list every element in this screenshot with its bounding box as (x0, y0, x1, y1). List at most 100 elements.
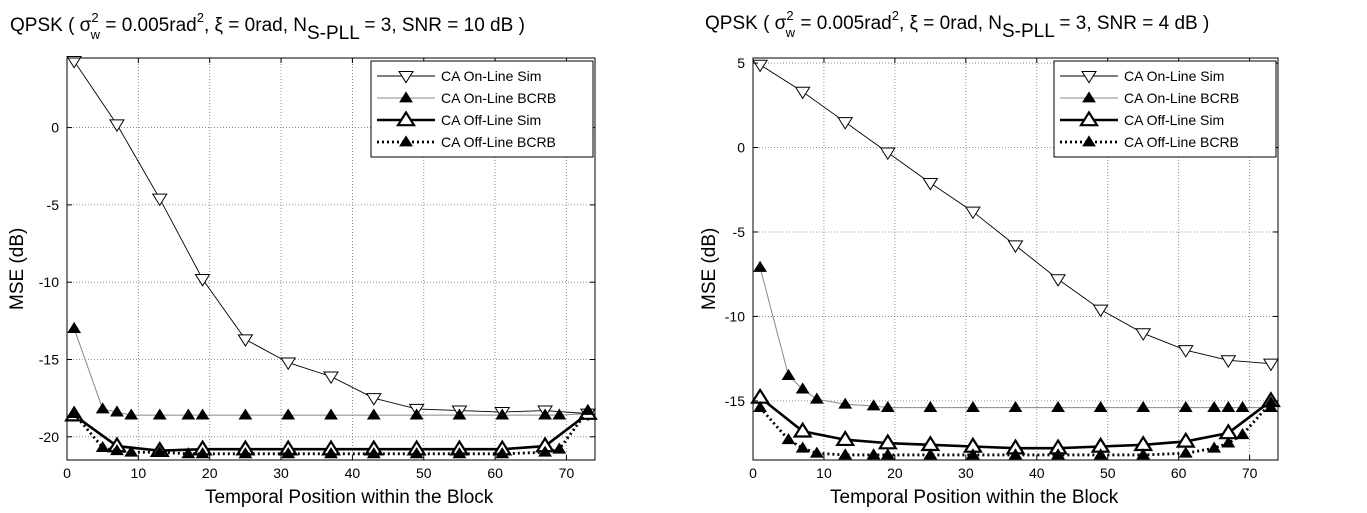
data-point-ca-on-line-bcrb (781, 368, 796, 380)
y-tick-label: 0 (737, 140, 745, 156)
series-ca-off-line-bcrb (67, 403, 595, 459)
data-point-ca-off-line-bcrb (838, 448, 853, 460)
data-point-ca-off-line-sim (792, 421, 813, 438)
y-tick-label: -15 (39, 352, 59, 368)
y-tick-label: -10 (39, 274, 59, 290)
data-point-ca-on-line-bcrb (152, 408, 167, 420)
data-point-ca-off-line-bcrb (409, 447, 424, 459)
legend-marker-ca-on-line-sim (398, 70, 414, 84)
y-tick-label: -5 (47, 197, 60, 213)
series-ca-on-line-bcrb (67, 321, 595, 420)
data-point-ca-on-line-bcrb (366, 408, 381, 420)
data-point-ca-off-line-bcrb (795, 441, 810, 453)
data-point-ca-on-line-bcrb (795, 382, 810, 394)
data-point-ca-on-line-bcrb (1207, 400, 1222, 413)
x-tick-label: 50 (416, 465, 432, 481)
data-point-ca-on-line-sim (879, 147, 896, 161)
data-point-ca-on-line-sim (280, 357, 297, 371)
data-point-ca-on-line-bcrb (1178, 400, 1193, 413)
y-tick-label: -10 (725, 308, 745, 324)
data-point-ca-off-line-bcrb (152, 445, 167, 457)
data-point-ca-off-line-bcrb (1051, 448, 1065, 460)
data-point-ca-off-line-bcrb (552, 442, 567, 454)
legend-label-ca-off-line-bcrb: CA Off-Line BCRB (441, 134, 556, 150)
legend-label-ca-off-line-sim: CA Off-Line Sim (1124, 112, 1224, 128)
data-point-ca-on-line-bcrb (324, 408, 338, 420)
data-point-ca-off-line-bcrb (110, 444, 124, 456)
data-point-ca-on-line-sim (922, 177, 939, 191)
data-point-ca-on-line-sim (837, 117, 854, 130)
data-point-ca-on-line-sim (965, 206, 981, 220)
x-tick-label: 10 (131, 465, 147, 481)
legend-marker-ca-off-line-bcrb (399, 135, 413, 147)
y-tick-label: 0 (51, 120, 59, 136)
x-axis-label: Temporal Position within the Block (205, 487, 494, 508)
data-point-ca-on-line-bcrb (538, 408, 552, 420)
data-point-ca-on-line-sim (109, 119, 125, 133)
legend-label-ca-on-line-bcrb: CA On-Line BCRB (1124, 90, 1239, 106)
data-point-ca-on-line-sim (1177, 345, 1194, 358)
data-point-ca-off-line-sim (835, 430, 856, 447)
data-point-ca-on-line-bcrb (1051, 400, 1065, 413)
legend-marker-ca-off-line-sim (396, 110, 416, 127)
x-tick-label: 0 (749, 465, 757, 481)
legend-marker-ca-on-line-bcrb (1082, 91, 1096, 103)
plot-frame (66, 57, 596, 461)
data-point-ca-off-line-bcrb (324, 447, 338, 459)
y-tick-label: -20 (39, 429, 59, 445)
data-point-ca-off-line-bcrb (923, 448, 938, 460)
y-tick-label: 5 (737, 55, 745, 71)
legend-label-ca-off-line-sim: CA Off-Line Sim (441, 112, 541, 128)
data-point-ca-off-line-bcrb (238, 447, 253, 459)
data-point-ca-on-line-sim (1263, 358, 1279, 372)
series-ca-off-line-sim (750, 387, 1281, 455)
data-point-ca-off-line-bcrb (366, 447, 381, 459)
data-point-ca-off-line-bcrb (781, 433, 796, 445)
data-point-ca-on-line-sim (1007, 240, 1024, 254)
data-point-ca-on-line-bcrb (281, 408, 296, 420)
data-point-ca-on-line-bcrb (181, 408, 196, 420)
data-point-ca-on-line-bcrb (452, 408, 467, 420)
y-axis-label: MSE (dB) (699, 228, 720, 310)
data-point-ca-off-line-bcrb (1207, 441, 1222, 453)
x-tick-label: 50 (1100, 465, 1116, 481)
legend-label-ca-off-line-bcrb: CA Off-Line BCRB (1124, 134, 1239, 150)
x-tick-label: 60 (1171, 465, 1187, 481)
data-point-ca-on-line-sim (151, 193, 168, 207)
legend: CA On-Line Sim CA On-Line BCRB CA Off-Line… (1053, 60, 1277, 158)
x-axis-label: Temporal Position within the Block (830, 487, 1119, 508)
y-tick-label: -5 (733, 224, 746, 240)
data-point-ca-on-line-bcrb (495, 408, 510, 420)
data-point-ca-on-line-sim (1220, 355, 1237, 368)
x-tick-label: 30 (273, 465, 289, 481)
data-point-ca-on-line-sim (237, 334, 254, 347)
x-tick-label: 0 (63, 465, 71, 481)
data-point-ca-off-line-bcrb (1235, 428, 1250, 440)
x-tick-label: 20 (202, 465, 218, 481)
legend-marker-ca-on-line-sim (1081, 70, 1097, 84)
data-point-ca-off-line-bcrb (195, 447, 210, 459)
data-point-ca-on-line-sim (1135, 328, 1152, 341)
data-point-ca-on-line-bcrb (238, 408, 253, 420)
series-ca-off-line-bcrb (753, 395, 1278, 460)
data-point-ca-off-line-bcrb (1136, 448, 1151, 460)
legend-marker-ca-on-line-bcrb (399, 91, 413, 103)
x-tick-label: 70 (559, 465, 575, 481)
series-ca-on-line-bcrb (753, 260, 1278, 413)
data-point-ca-off-line-bcrb (1093, 448, 1108, 460)
x-tick-label: 30 (958, 465, 974, 481)
legend-label-ca-on-line-bcrb: CA On-Line BCRB (441, 90, 556, 106)
x-tick-label: 60 (487, 465, 503, 481)
legend-marker-ca-off-line-bcrb (1082, 135, 1096, 147)
data-point-ca-on-line-bcrb (110, 405, 124, 417)
data-point-ca-on-line-sim (1092, 304, 1109, 318)
data-point-ca-off-line-bcrb (538, 445, 552, 457)
data-point-ca-off-line-bcrb (753, 400, 767, 413)
data-point-ca-on-line-sim (66, 56, 83, 69)
data-point-ca-on-line-bcrb (195, 408, 210, 420)
data-point-ca-off-line-bcrb (809, 446, 824, 458)
data-point-ca-on-line-sim (752, 59, 768, 73)
data-point-ca-off-line-bcrb (67, 406, 82, 419)
data-point-ca-on-line-bcrb (838, 397, 853, 409)
legend-marker-ca-off-line-sim (1079, 110, 1099, 127)
